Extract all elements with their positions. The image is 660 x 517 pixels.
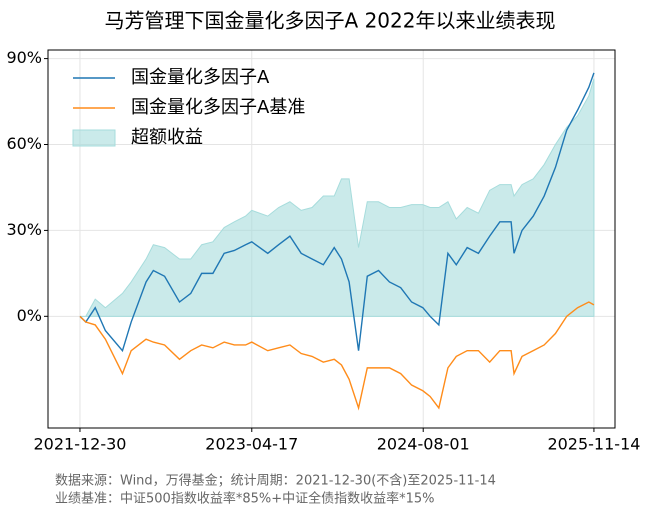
x-tick-label: 2025-11-14 <box>547 435 640 454</box>
note: 数据来源：Wind，万得基金；统计周期：2021-12-30(不含)至2025-… <box>55 473 496 489</box>
note: 业绩基准：中证500指数收益率*85%+中证全债指数收益率*15% <box>55 491 435 507</box>
y-tick-label: 30% <box>6 220 42 239</box>
x-tick-label: 2023-04-17 <box>205 435 298 454</box>
y-tick-label: 90% <box>6 48 42 67</box>
legend-label: 国金量化多因子A基准 <box>131 97 305 118</box>
line <box>79 301 595 411</box>
legend-label: 国金量化多因子A <box>131 67 270 88</box>
x-tick-label: 2024-08-01 <box>377 435 470 454</box>
excess-area <box>79 78 595 317</box>
plot-frame <box>47 49 616 429</box>
legend-label: 超额收益 <box>131 127 203 148</box>
chart-title: 马芳管理下国金量化多因子A 2022年以来业绩表现 <box>105 9 556 33</box>
line <box>79 72 595 353</box>
legend-swatch <box>72 129 116 147</box>
y-tick-label: 60% <box>6 134 42 153</box>
x-tick-label: 2021-12-30 <box>33 435 126 454</box>
y-tick-label: 0% <box>17 306 42 325</box>
